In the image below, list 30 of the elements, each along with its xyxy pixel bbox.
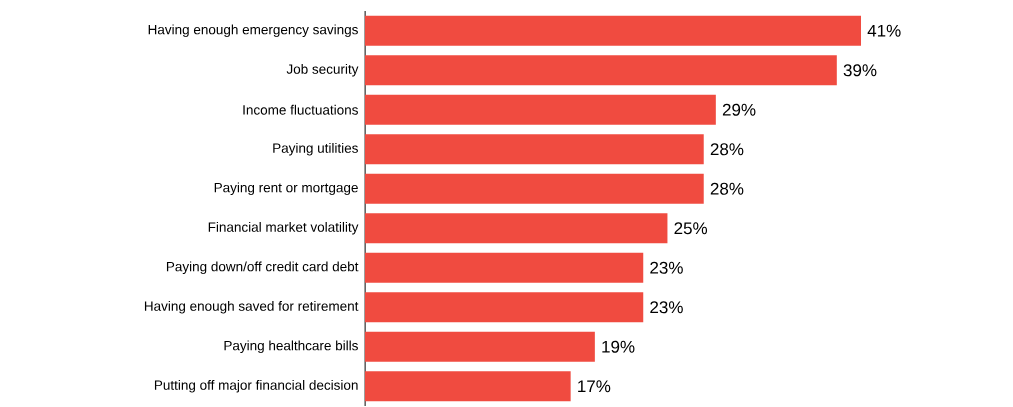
data-label: 28%: [710, 143, 744, 156]
bar: [365, 213, 668, 244]
data-label: 25%: [674, 222, 708, 235]
data-label: 29%: [722, 103, 756, 116]
data-label: 39%: [843, 64, 877, 77]
bar: [365, 173, 704, 204]
y-tick-label: Paying down/off credit card debt: [166, 261, 359, 275]
bar: [365, 292, 644, 323]
bar: [365, 331, 595, 362]
data-label: 41%: [867, 25, 901, 37]
data-label: 23%: [650, 301, 683, 314]
y-tick-label: Paying healthcare bills: [224, 340, 358, 354]
y-tick-label: Income fluctuations: [243, 104, 358, 115]
y-tick-label: Job security: [286, 64, 359, 77]
y-tick-label: Having enough emergency savings: [148, 24, 358, 38]
data-label: 23%: [650, 261, 683, 274]
bar: [365, 55, 837, 86]
bar: [365, 252, 644, 283]
bar: [365, 15, 862, 46]
data-label: 28%: [710, 182, 744, 195]
y-tick-label: Financial market volatility: [208, 222, 359, 235]
y-tick-label: Paying utilities: [273, 143, 358, 156]
y-tick-label: Paying rent or mortgage: [214, 182, 358, 196]
bar: [365, 134, 704, 165]
data-label: 17%: [578, 380, 611, 393]
data-label: 19%: [602, 340, 635, 353]
bar: [365, 94, 716, 125]
bar: [365, 371, 571, 402]
y-tick-label: Putting off major financial decision: [154, 380, 358, 393]
y-tick-label: Having enough saved for retirement: [144, 301, 359, 314]
